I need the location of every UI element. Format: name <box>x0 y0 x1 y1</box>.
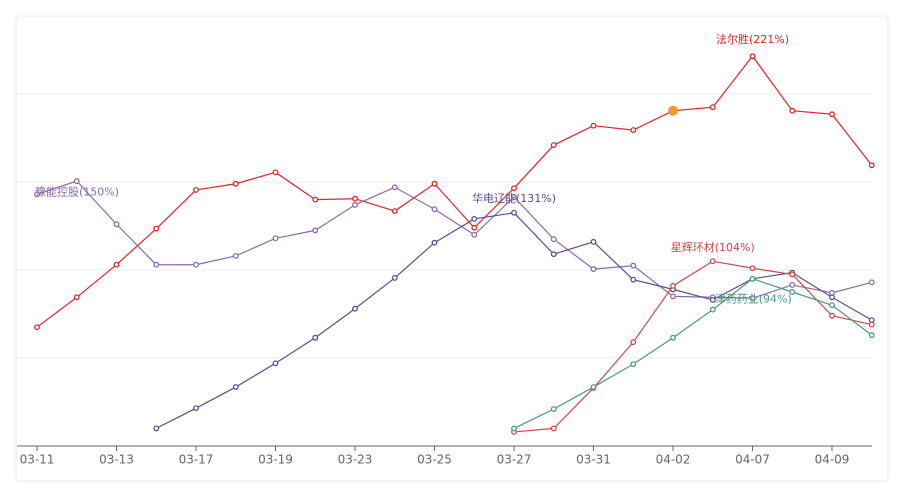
x-tick-label: 03-17 <box>179 453 214 467</box>
data-point <box>670 282 676 289</box>
data-point <box>709 258 716 265</box>
data-point <box>73 178 80 185</box>
data-point <box>709 306 716 313</box>
series-label: 津药药业(94%) <box>715 293 792 306</box>
data-point <box>471 224 478 231</box>
data-point <box>312 227 319 234</box>
data-point <box>272 169 279 176</box>
series-line <box>513 278 873 429</box>
data-point <box>352 201 358 208</box>
data-point <box>511 425 517 432</box>
data-point <box>709 296 716 303</box>
data-point <box>789 289 796 295</box>
data-point <box>749 295 756 302</box>
data-point <box>352 305 358 312</box>
series-label: 星辉环材(104%) <box>671 240 755 254</box>
data-point <box>868 332 875 339</box>
data-point <box>471 216 478 222</box>
data-point <box>630 339 637 346</box>
x-tick-label: 03-13 <box>99 453 134 467</box>
data-point <box>590 266 597 273</box>
data-point <box>670 334 676 341</box>
data-point <box>630 127 637 134</box>
data-point <box>391 184 398 191</box>
data-point <box>670 293 676 300</box>
series-label: 豫能控股(150%) <box>35 184 119 198</box>
data-point <box>590 238 597 245</box>
data-point <box>829 111 835 118</box>
series-label: 法尔胜(221%) <box>716 32 789 46</box>
data-point <box>272 360 279 367</box>
x-tick-label: 04-02 <box>656 453 691 467</box>
data-point <box>789 282 796 288</box>
data-point <box>511 194 517 200</box>
data-point <box>709 104 716 111</box>
data-point <box>511 209 517 216</box>
data-point <box>391 208 398 214</box>
data-point <box>868 162 875 169</box>
data-point <box>749 53 756 60</box>
data-point <box>312 196 319 203</box>
data-point <box>232 252 239 259</box>
data-point <box>550 425 557 432</box>
series-line <box>513 260 872 433</box>
data-point <box>232 180 239 187</box>
data-point <box>868 321 875 328</box>
data-point <box>312 334 319 341</box>
data-point <box>550 406 557 412</box>
x-tick-label: 04-07 <box>735 453 770 467</box>
data-point <box>431 206 438 213</box>
series-label: 华电辽能(131%) <box>472 191 556 205</box>
data-point <box>590 122 597 129</box>
data-point <box>34 191 40 198</box>
card <box>17 17 887 480</box>
data-point <box>630 361 637 368</box>
data-point <box>113 261 120 268</box>
data-point <box>193 261 199 268</box>
data-point <box>789 107 796 114</box>
x-tick-label: 03-11 <box>20 453 55 467</box>
data-point <box>868 279 875 286</box>
data-point <box>550 251 557 258</box>
data-point <box>34 324 40 331</box>
data-point <box>550 142 557 148</box>
x-tick-label: 03-25 <box>417 453 452 467</box>
data-point <box>153 425 160 432</box>
x-tick-label: 04-09 <box>815 453 850 467</box>
data-point <box>272 235 279 242</box>
data-point <box>73 294 80 301</box>
data-point <box>391 274 398 281</box>
data-point <box>749 275 756 282</box>
data-point <box>352 195 358 202</box>
data-point <box>431 180 438 187</box>
data-point <box>829 312 835 319</box>
data-point <box>193 405 199 412</box>
x-tick-label: 03-19 <box>258 453 293 467</box>
data-point <box>749 265 756 272</box>
data-point <box>789 271 796 278</box>
series-line <box>36 180 872 299</box>
hover-point <box>668 105 678 116</box>
data-point <box>113 221 120 228</box>
data-point <box>153 261 160 268</box>
data-point <box>153 225 160 232</box>
data-point <box>590 384 597 390</box>
data-point <box>630 276 637 283</box>
data-point <box>431 239 438 246</box>
data-point <box>511 185 517 192</box>
data-point <box>630 262 637 269</box>
series-line <box>36 55 873 328</box>
data-point <box>829 294 835 301</box>
x-tick-label: 03-23 <box>338 453 373 467</box>
x-tick-label: 03-27 <box>497 453 532 467</box>
x-tick-label: 03-31 <box>576 453 611 467</box>
data-point <box>829 302 835 309</box>
data-point <box>193 186 199 193</box>
data-point <box>471 231 478 238</box>
data-point <box>550 236 557 243</box>
data-point <box>232 384 239 390</box>
